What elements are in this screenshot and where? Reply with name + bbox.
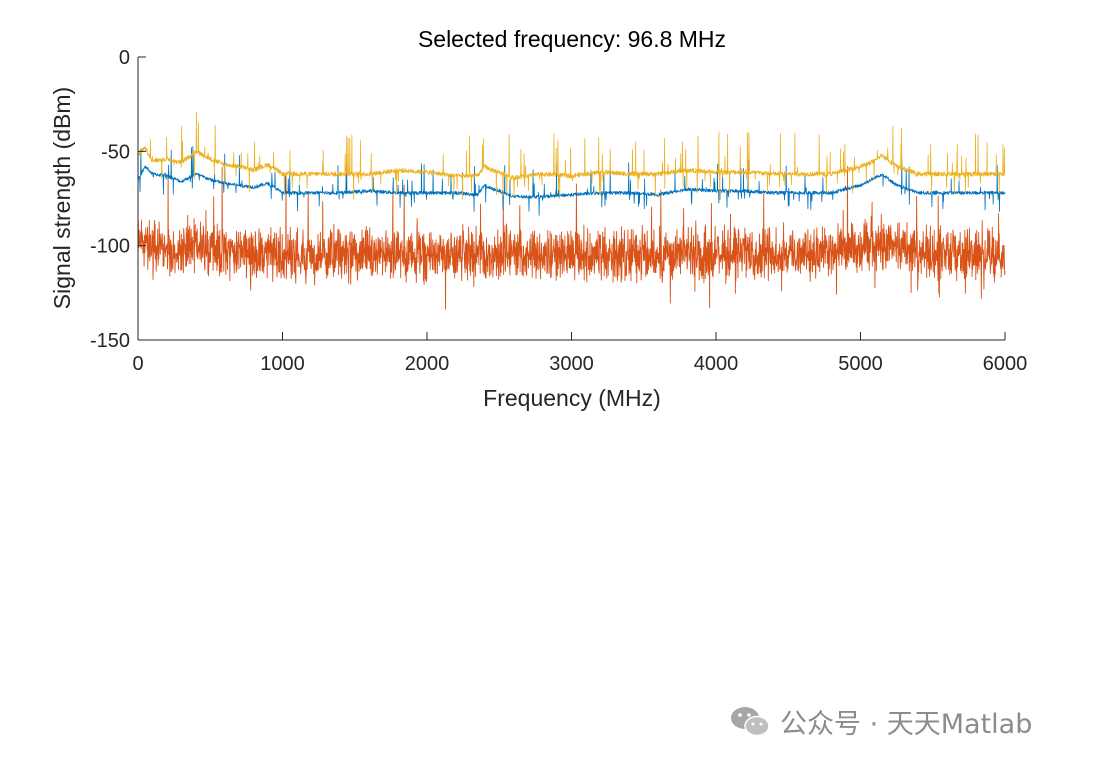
y-tick-label: -50 [101, 141, 130, 163]
x-tick-label: 0 [132, 353, 143, 375]
axes-layer: 0 1000 2000 3000 4000 5000 6000 0 -50 -100 -150 [90, 47, 1027, 375]
y-tick-label: 0 [119, 47, 130, 69]
watermark: 公众号 · 天天Matlab [728, 702, 1032, 741]
x-tick-label: 5000 [838, 353, 883, 375]
series-line-1 [137, 111, 1006, 200]
y-tick-label: -150 [90, 330, 130, 352]
x-tick-label: 2000 [405, 353, 450, 375]
x-axis-title: Frequency (MHz) [483, 385, 661, 411]
wechat-icon [731, 706, 770, 736]
x-tick-label: 6000 [983, 353, 1028, 375]
series-line-3 [137, 166, 1006, 310]
series-layer [137, 111, 1006, 310]
watermark-text: 公众号 · 天天Matlab [780, 709, 1033, 740]
x-tick-label: 1000 [260, 353, 305, 375]
y-tick-label: -100 [90, 236, 130, 258]
x-tick-label: 3000 [549, 353, 594, 375]
y-axis-title: Signal strength (dBm) [49, 87, 75, 309]
x-tick-label: 4000 [694, 353, 739, 375]
chart-title: Selected frequency: 96.8 MHz [418, 26, 726, 52]
series-line-2 [137, 145, 1006, 216]
